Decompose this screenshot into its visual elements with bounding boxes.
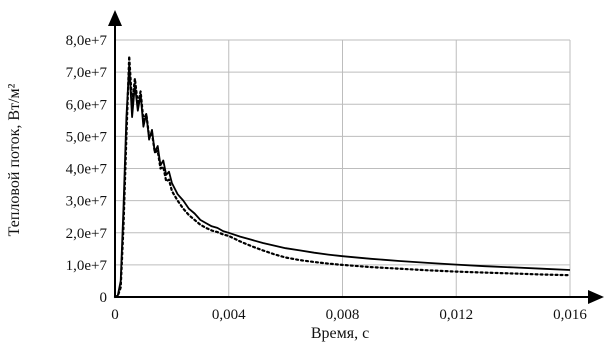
- y-axis-arrow: [108, 10, 122, 26]
- series-line-dotted: [113, 55, 572, 299]
- grid-lines: [115, 39, 571, 297]
- y-tick-label: 5,0e+7: [66, 129, 108, 145]
- y-tick-label: 1,0e+7: [66, 258, 108, 274]
- x-axis-arrow: [588, 290, 604, 304]
- y-tick-label: 3,0e+7: [66, 194, 108, 210]
- series-layer: [113, 55, 572, 299]
- y-tick-label: 2,0e+7: [66, 226, 108, 242]
- y-tick-label: 8,0e+7: [66, 33, 108, 49]
- x-tick-label: 0: [111, 307, 119, 323]
- x-tick-label: 0,008: [326, 307, 360, 323]
- y-tick-label: 6,0e+7: [66, 97, 108, 113]
- x-tick-label: 0,004: [212, 307, 246, 323]
- axes: [108, 10, 604, 304]
- y-tick-label: 7,0e+7: [66, 65, 108, 81]
- y-axis-label: Тепловой поток, Вт/м²: [6, 83, 23, 236]
- x-axis-label: Время, с: [311, 325, 369, 342]
- y-tick-label: 4,0e+7: [66, 162, 108, 178]
- x-tick-label: 0,012: [439, 307, 473, 323]
- series-line-solid: [114, 64, 571, 298]
- x-tick-label: 0,016: [553, 307, 587, 323]
- tick-labels: 0 0,004 0,008 0,012 0,016 0 1,0e+7 2,0e+7 3,0e+7…: [66, 33, 588, 323]
- y-tick-label: 0: [100, 290, 108, 306]
